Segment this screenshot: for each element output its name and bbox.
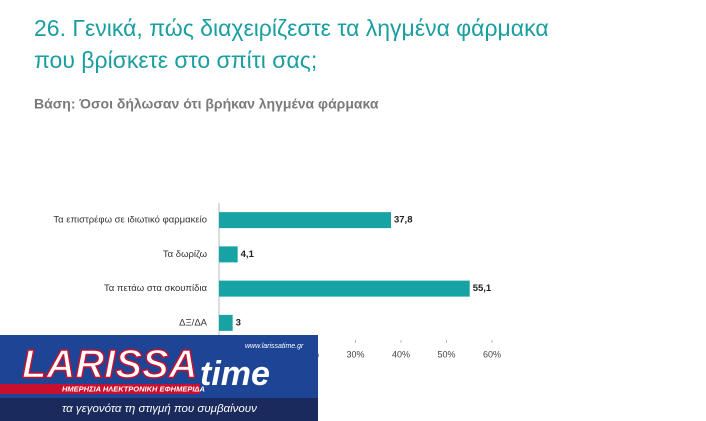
x-tick-label: 30% <box>346 349 364 359</box>
chart-subtitle: Βάση: Όσοι δήλωσαν ότι βρήκαν ληγμένα φά… <box>34 96 379 112</box>
y-tick-label: Τα δωρίζω <box>163 249 208 260</box>
y-tick-label: Τα επιστρέφω σε ιδιωτικό φαρμακείο <box>53 215 207 226</box>
y-tick-label: Τα πετάω στα σκουπίδια <box>104 283 208 294</box>
y-tick-label: ΔΞ/ΔΑ <box>179 317 208 328</box>
chart-title: που βρίσκετε στο σπίτι σας; <box>34 47 317 73</box>
logo-strap-bg <box>0 384 200 394</box>
logo-tagline: τα γεγονότα τη στιγμή που συμβαίνουν <box>62 403 257 415</box>
bar <box>219 212 391 229</box>
logo-name: LARISSA <box>22 343 198 387</box>
x-tick-label: 50% <box>437 349 455 359</box>
logo: LARISSA time www.larissatime.gr ΗΜΕΡΗΣΙΑ… <box>0 335 318 421</box>
x-tick-label: 60% <box>483 349 501 359</box>
plot: 0%10%20%30%40%50%60%Τα επιστρέφω σε ιδιω… <box>53 212 501 359</box>
logo-name: time <box>200 355 270 393</box>
value-label: 37,8 <box>394 215 413 226</box>
value-label: 3 <box>236 317 241 328</box>
bar <box>219 280 470 297</box>
logo-tagline-bg <box>0 398 318 421</box>
bar <box>219 246 238 263</box>
bar <box>219 314 233 331</box>
x-tick-label: 40% <box>392 349 410 359</box>
value-label: 4,1 <box>241 249 255 260</box>
chart-title: 26. Γενικά, πώς διαχειρίζεστε τα ληγμένα… <box>34 15 549 41</box>
value-label: 55,1 <box>473 283 492 294</box>
logo-strap: ΗΜΕΡΗΣΙΑ ΗΛΕΚΤΡΟΝΙΚΗ ΕΦΗΜΕΡΙΔΑ <box>62 384 205 393</box>
logo-url: www.larissatime.gr <box>245 343 304 350</box>
